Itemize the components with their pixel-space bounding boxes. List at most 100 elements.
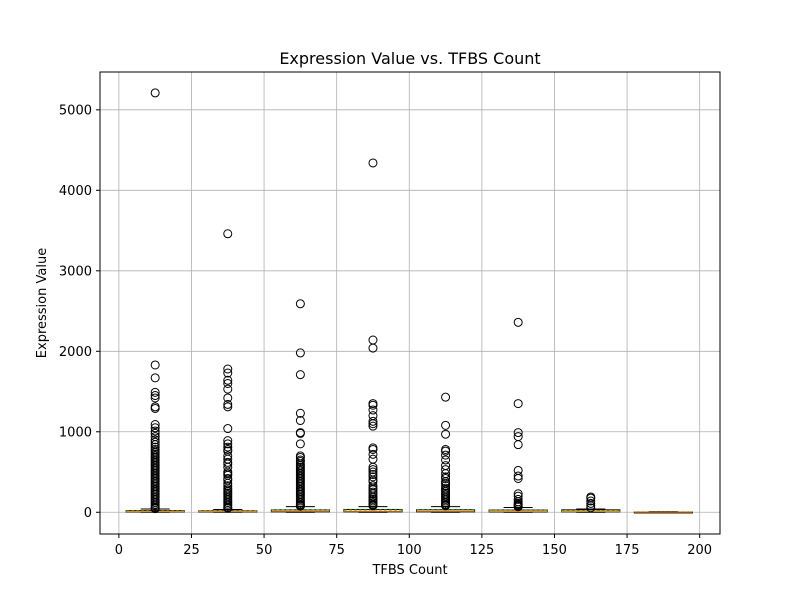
outlier-point	[368, 462, 378, 472]
outlier-point	[368, 465, 378, 475]
outlier-point	[441, 473, 451, 483]
box-group	[198, 229, 258, 513]
outlier-point	[223, 442, 233, 452]
outlier-point	[223, 229, 233, 239]
x-tick-label: 125	[469, 543, 494, 558]
outlier-point	[223, 436, 233, 446]
x-tick-label: 175	[615, 543, 640, 558]
outlier-point	[368, 469, 378, 479]
outlier-point	[513, 473, 523, 483]
outlier-point	[368, 343, 378, 353]
x-tick-label: 25	[183, 543, 200, 558]
outlier-point	[150, 435, 160, 445]
outlier-point	[368, 419, 378, 429]
outlier-point	[295, 439, 305, 449]
outlier-point	[368, 501, 378, 511]
outlier-point	[441, 465, 451, 475]
outlier-point	[223, 375, 233, 385]
x-tick-label: 50	[256, 543, 273, 558]
outlier-point	[368, 472, 378, 482]
box-plots	[125, 88, 693, 514]
outlier-point	[150, 420, 160, 430]
outlier-point	[368, 489, 378, 499]
box-group	[416, 392, 476, 513]
outlier-point	[368, 405, 378, 415]
outlier-point	[368, 416, 378, 426]
outlier-point	[513, 502, 523, 512]
outlier-point	[223, 364, 233, 374]
y-axis-label: Expression Value	[35, 248, 50, 358]
outlier-point	[295, 501, 305, 511]
y-tick-label: 2000	[59, 345, 92, 360]
outlier-point	[513, 428, 523, 438]
outlier-point	[368, 449, 378, 459]
outlier-point	[295, 408, 305, 418]
outlier-point	[223, 402, 233, 412]
outlier-point	[368, 158, 378, 168]
outlier-point	[368, 400, 378, 410]
outlier-point	[513, 317, 523, 327]
outlier-point	[586, 503, 596, 513]
outlier-point	[223, 424, 233, 434]
outlier-point	[368, 421, 378, 431]
outlier-point	[150, 360, 160, 370]
outlier-point	[586, 498, 596, 508]
box-group	[343, 158, 403, 513]
y-tick-label: 3000	[59, 264, 92, 279]
outlier-point	[441, 501, 451, 511]
x-axis-label: TFBS Count	[371, 563, 447, 578]
outlier-point	[586, 496, 596, 506]
outlier-point	[150, 428, 160, 438]
outlier-point	[223, 481, 233, 491]
outlier-point	[150, 437, 160, 447]
outlier-point	[150, 393, 160, 403]
outlier-point	[441, 446, 451, 456]
x-tick-label: 100	[397, 543, 422, 558]
x-tick-label: 75	[328, 543, 345, 558]
box-group	[270, 299, 330, 513]
outlier-point	[513, 399, 523, 409]
axis-ticks: 0 25 50 75 100 125 150 175 200010002000300040005…	[59, 103, 712, 558]
chart-title: Expression Value vs. TFBS Count	[279, 49, 540, 68]
outlier-point	[295, 416, 305, 426]
box-group	[633, 511, 693, 514]
outlier-point	[441, 392, 451, 402]
outlier-point	[223, 503, 233, 513]
box-group	[561, 492, 621, 513]
outlier-point	[295, 370, 305, 380]
outlier-point	[150, 403, 160, 413]
y-tick-label: 5000	[59, 103, 92, 118]
y-tick-label: 4000	[59, 184, 92, 199]
outlier-point	[441, 481, 451, 491]
y-tick-label: 1000	[59, 425, 92, 440]
outlier-point	[150, 373, 160, 383]
outlier-point	[441, 450, 451, 460]
axes-frame	[99, 71, 721, 535]
outlier-point	[441, 429, 451, 439]
outlier-point	[150, 426, 160, 436]
outlier-point	[441, 420, 451, 430]
outlier-point	[223, 439, 233, 449]
outlier-point	[368, 444, 378, 454]
outlier-point	[295, 457, 305, 467]
outlier-point	[150, 442, 160, 452]
outlier-point	[295, 348, 305, 358]
outlier-point	[295, 299, 305, 309]
outlier-point	[513, 471, 523, 481]
outlier-point	[513, 494, 523, 504]
box-group	[125, 88, 185, 514]
box-group	[488, 317, 548, 513]
outlier-point	[150, 423, 160, 433]
outlier-point	[223, 393, 233, 403]
outlier-point	[150, 387, 160, 397]
outlier-point	[150, 391, 160, 401]
outlier-point	[513, 440, 523, 450]
outlier-point	[295, 428, 305, 438]
outlier-point	[441, 455, 451, 465]
x-tick-label: 200	[687, 543, 712, 558]
outlier-point	[223, 368, 233, 378]
x-tick-label: 150	[542, 543, 567, 558]
